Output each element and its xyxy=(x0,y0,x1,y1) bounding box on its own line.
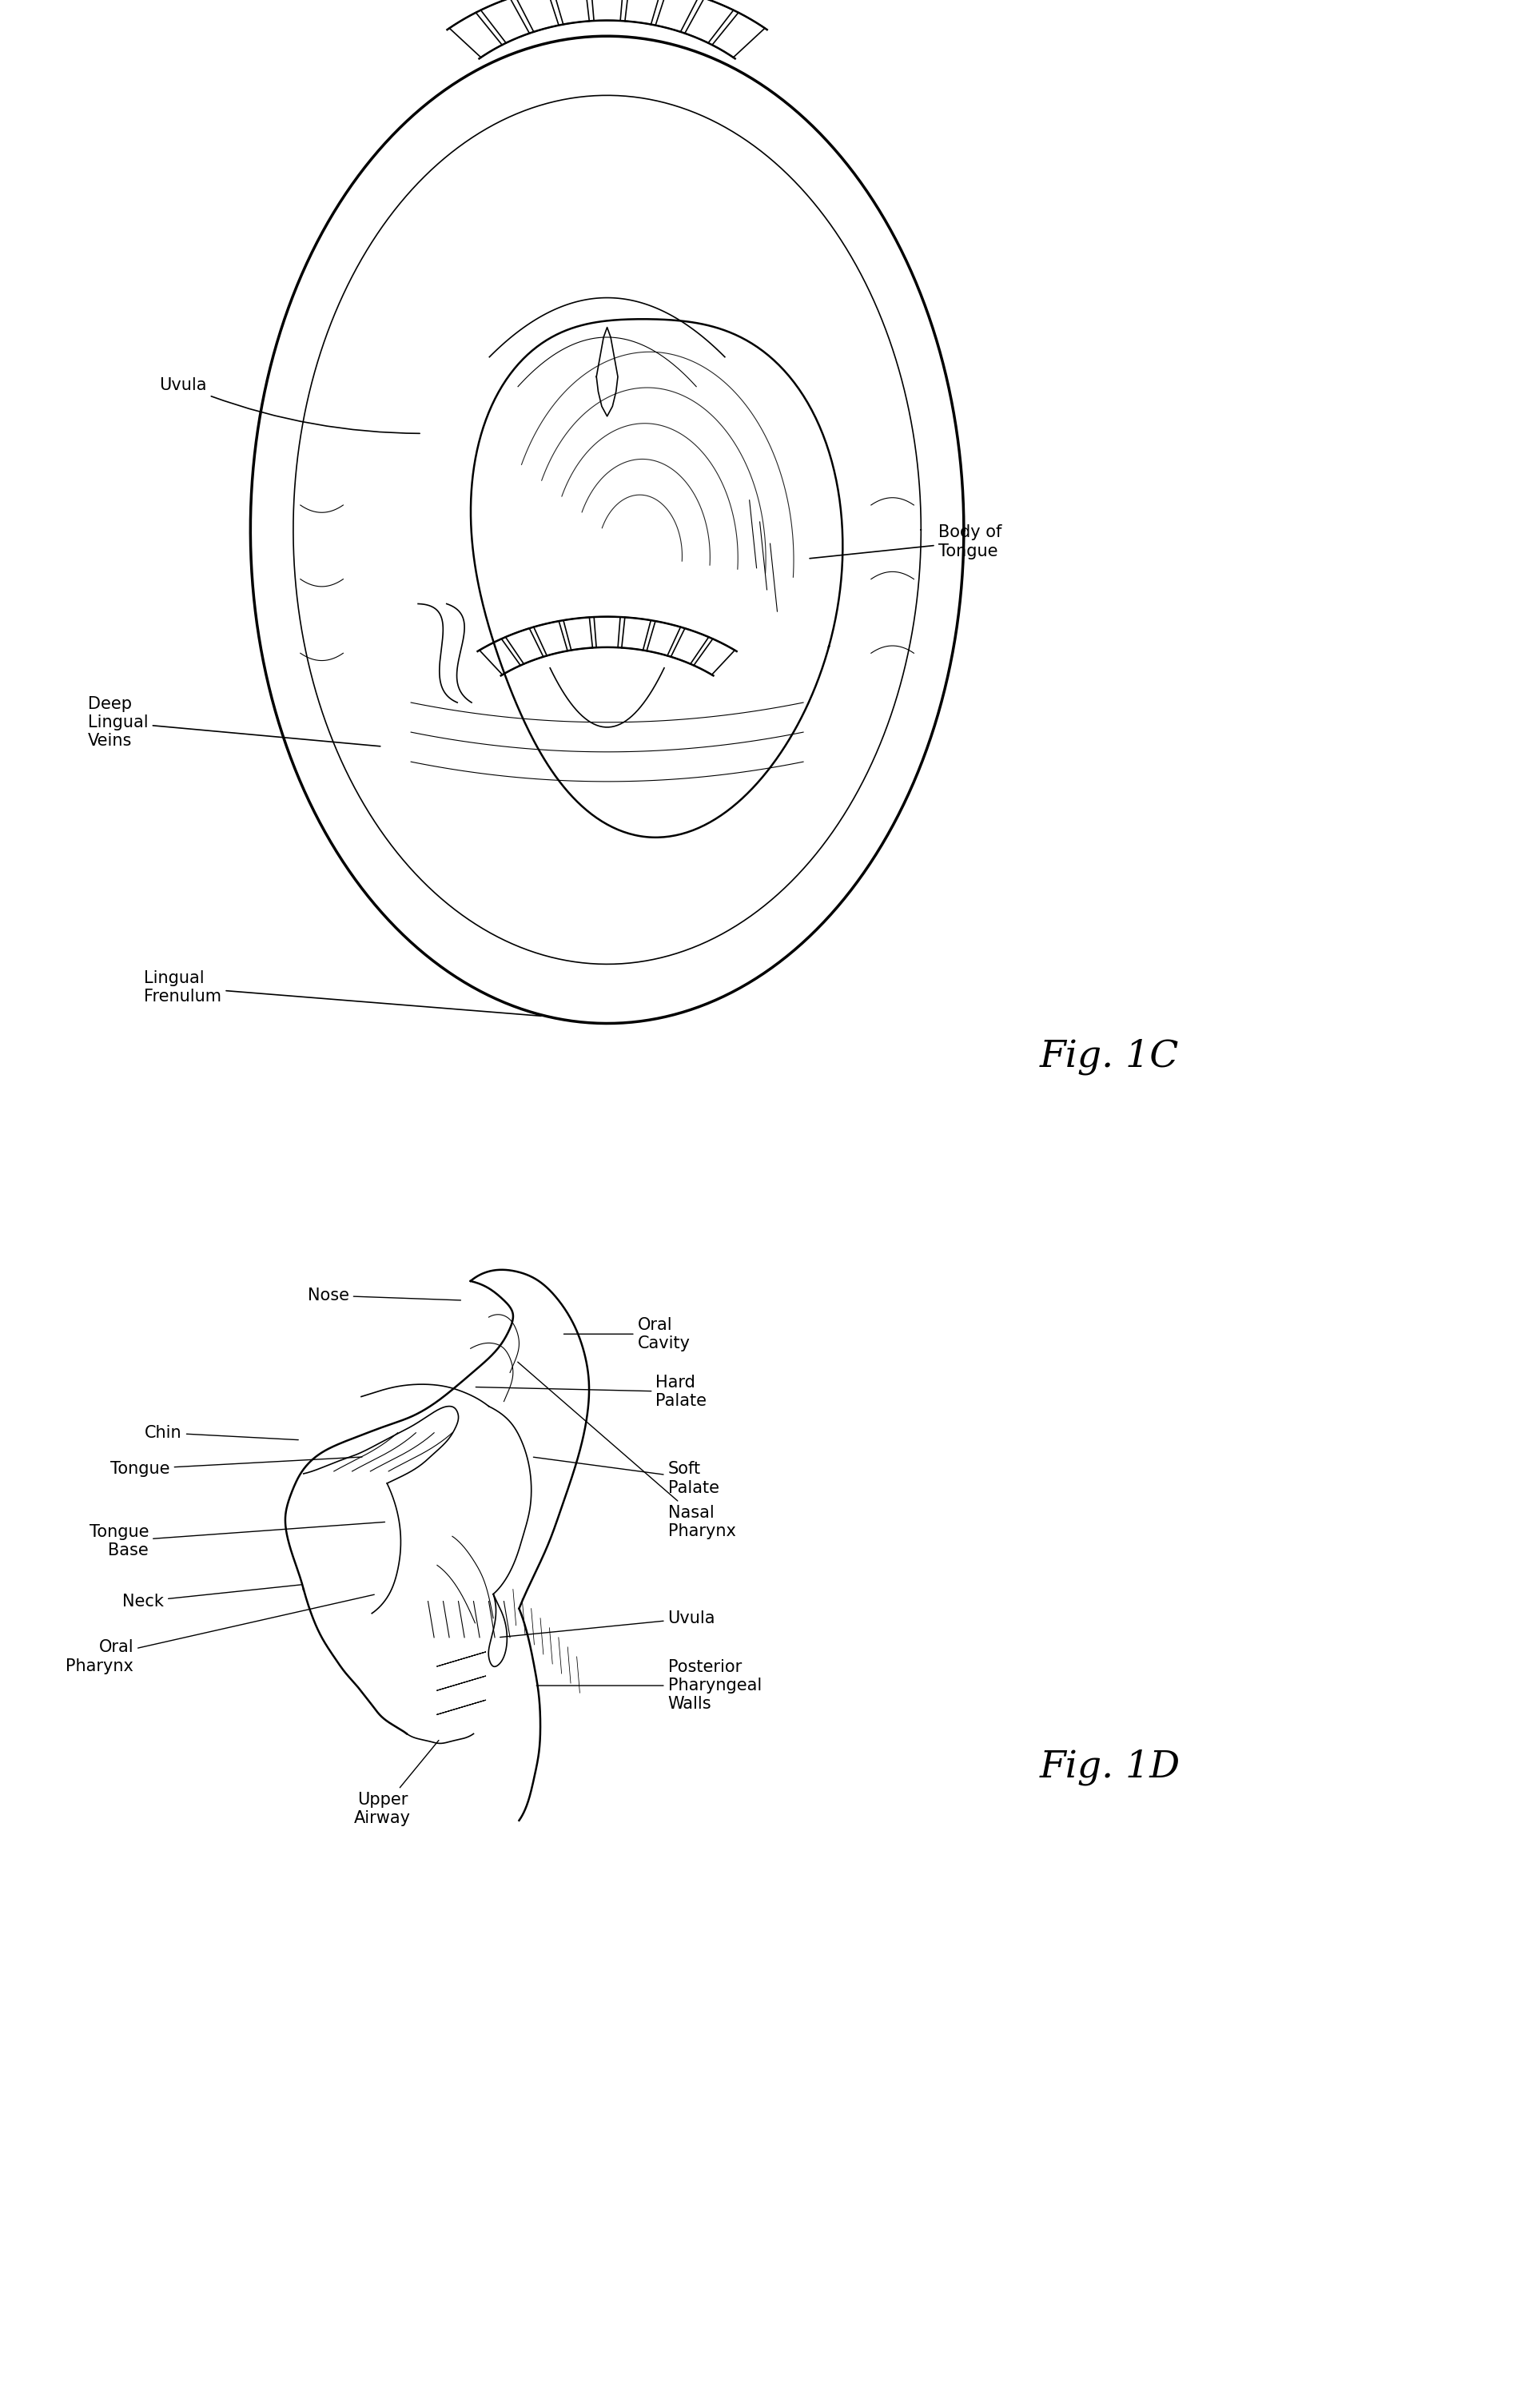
Text: Posterior
Pharyngeal
Walls: Posterior Pharyngeal Walls xyxy=(536,1659,762,1712)
Text: Tongue
Base: Tongue Base xyxy=(90,1522,385,1558)
Text: Nasal
Pharynx: Nasal Pharynx xyxy=(517,1363,736,1539)
Text: Body of
Tongue: Body of Tongue xyxy=(809,525,1001,559)
Text: Fig. 1C: Fig. 1C xyxy=(1039,1038,1179,1074)
Text: Deep
Lingual
Veins: Deep Lingual Veins xyxy=(88,696,381,749)
Text: Oral
Pharynx: Oral Pharynx xyxy=(65,1594,375,1674)
Text: Nose: Nose xyxy=(308,1288,461,1303)
Text: Chin: Chin xyxy=(144,1426,299,1440)
Text: Oral
Cavity: Oral Cavity xyxy=(563,1317,690,1351)
Text: Upper
Airway: Upper Airway xyxy=(353,1741,438,1825)
Text: Soft
Palate: Soft Palate xyxy=(532,1457,719,1495)
Text: Hard
Palate: Hard Palate xyxy=(475,1375,707,1409)
Text: Tongue: Tongue xyxy=(111,1457,363,1476)
Text: Neck: Neck xyxy=(123,1584,302,1609)
Text: Uvula: Uvula xyxy=(159,378,420,433)
Text: Uvula: Uvula xyxy=(499,1611,715,1637)
Text: Lingual
Frenulum: Lingual Frenulum xyxy=(144,970,542,1016)
Text: Fig. 1D: Fig. 1D xyxy=(1039,1748,1180,1784)
